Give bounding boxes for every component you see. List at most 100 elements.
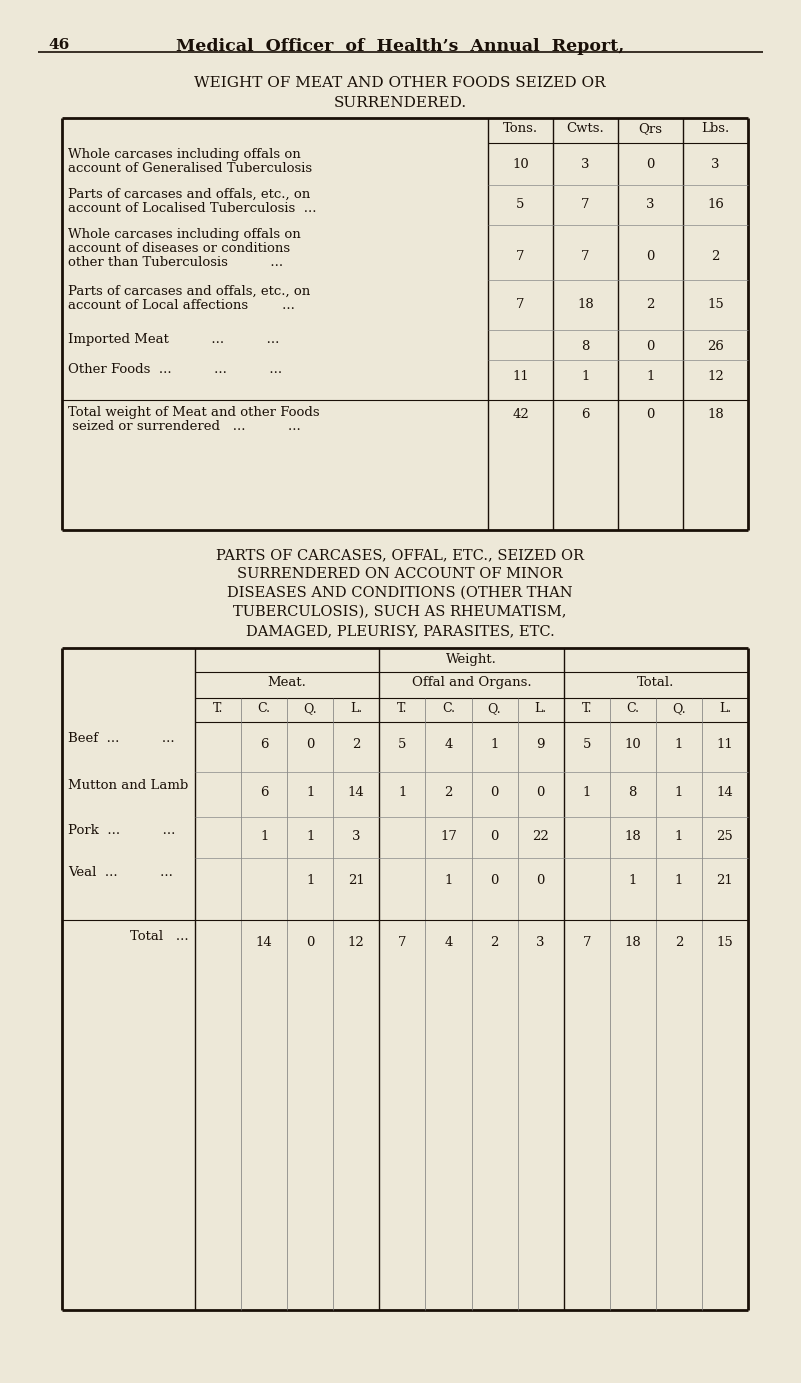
Text: 7: 7: [517, 250, 525, 264]
Text: Q.: Q.: [672, 703, 686, 715]
Text: T.: T.: [397, 703, 408, 715]
Text: L.: L.: [534, 703, 547, 715]
Text: 18: 18: [625, 935, 641, 949]
Text: 1: 1: [646, 369, 654, 383]
Text: 0: 0: [646, 158, 654, 170]
Text: 6: 6: [260, 739, 268, 751]
Text: account of diseases or conditions: account of diseases or conditions: [68, 242, 290, 254]
Text: 2: 2: [352, 739, 360, 751]
Text: 1: 1: [582, 369, 590, 383]
Text: 18: 18: [578, 299, 594, 311]
Text: account of Generalised Tuberculosis: account of Generalised Tuberculosis: [68, 162, 312, 176]
Text: 9: 9: [537, 739, 545, 751]
Text: account of Local affections        ...: account of Local affections ...: [68, 299, 295, 313]
Text: 2: 2: [711, 250, 719, 264]
Text: 0: 0: [306, 935, 315, 949]
Text: Other Foods  ...          ...          ...: Other Foods ... ... ...: [68, 362, 282, 376]
Text: account of Localised Tuberculosis  ...: account of Localised Tuberculosis ...: [68, 202, 316, 214]
Text: 1: 1: [445, 874, 453, 887]
Text: 15: 15: [707, 299, 724, 311]
Text: Cwts.: Cwts.: [566, 122, 605, 136]
Text: 3: 3: [646, 198, 654, 210]
Text: 0: 0: [646, 250, 654, 264]
Text: 26: 26: [707, 340, 724, 354]
Text: 4: 4: [445, 739, 453, 751]
Text: Total weight of Meat and other Foods: Total weight of Meat and other Foods: [68, 407, 320, 419]
Text: 0: 0: [537, 874, 545, 887]
Text: 14: 14: [256, 935, 272, 949]
Text: 46: 46: [48, 37, 69, 53]
Text: 4: 4: [445, 935, 453, 949]
Text: Weight.: Weight.: [446, 653, 497, 667]
Text: Whole carcases including offals on: Whole carcases including offals on: [68, 228, 300, 241]
Text: Lbs.: Lbs.: [702, 122, 730, 136]
Text: 1: 1: [582, 786, 591, 798]
Text: L.: L.: [718, 703, 731, 715]
Text: Imported Meat          ...          ...: Imported Meat ... ...: [68, 333, 280, 346]
Text: 15: 15: [717, 935, 734, 949]
Text: Q.: Q.: [488, 703, 501, 715]
Text: Total.: Total.: [637, 676, 674, 689]
Text: 1: 1: [398, 786, 407, 798]
Text: 0: 0: [306, 739, 315, 751]
Text: 12: 12: [707, 369, 724, 383]
Text: DAMAGED, PLEURISY, PARASITES, ETC.: DAMAGED, PLEURISY, PARASITES, ETC.: [246, 624, 554, 638]
Text: 2: 2: [490, 935, 499, 949]
Text: 22: 22: [532, 831, 549, 844]
Text: 5: 5: [517, 198, 525, 210]
Text: Beef  ...          ...: Beef ... ...: [68, 732, 175, 745]
Text: C.: C.: [626, 703, 639, 715]
Text: 11: 11: [717, 739, 734, 751]
Text: Pork  ...          ...: Pork ... ...: [68, 824, 175, 837]
Text: 0: 0: [490, 874, 499, 887]
Text: 0: 0: [490, 831, 499, 844]
Text: Offal and Organs.: Offal and Organs.: [412, 676, 531, 689]
Text: 7: 7: [398, 935, 407, 949]
Text: 7: 7: [582, 198, 590, 210]
Text: 7: 7: [582, 250, 590, 264]
Text: 1: 1: [306, 831, 315, 844]
Text: 2: 2: [445, 786, 453, 798]
Text: WEIGHT OF MEAT AND OTHER FOODS SEIZED OR: WEIGHT OF MEAT AND OTHER FOODS SEIZED OR: [194, 76, 606, 90]
Text: Tons.: Tons.: [503, 122, 538, 136]
Text: Meat.: Meat.: [268, 676, 307, 689]
Text: 14: 14: [348, 786, 364, 798]
Text: 11: 11: [512, 369, 529, 383]
Text: 1: 1: [490, 739, 499, 751]
Text: 0: 0: [490, 786, 499, 798]
Text: Mutton and Lamb: Mutton and Lamb: [68, 779, 188, 792]
Text: 21: 21: [717, 874, 734, 887]
Text: 7: 7: [582, 935, 591, 949]
Text: 1: 1: [260, 831, 268, 844]
Text: 2: 2: [674, 935, 683, 949]
Text: 1: 1: [306, 786, 315, 798]
Text: 1: 1: [674, 874, 683, 887]
Text: 1: 1: [306, 874, 315, 887]
Text: 21: 21: [348, 874, 364, 887]
Text: 10: 10: [625, 739, 641, 751]
Text: other than Tuberculosis          ...: other than Tuberculosis ...: [68, 256, 283, 270]
Text: 1: 1: [674, 739, 683, 751]
Text: PARTS OF CARCASES, OFFAL, ETC., SEIZED OR: PARTS OF CARCASES, OFFAL, ETC., SEIZED O…: [216, 548, 584, 561]
Text: 14: 14: [717, 786, 734, 798]
Text: L.: L.: [350, 703, 362, 715]
Text: C.: C.: [442, 703, 455, 715]
Text: 5: 5: [398, 739, 407, 751]
Text: 1: 1: [674, 831, 683, 844]
Text: 3: 3: [582, 158, 590, 170]
Text: Q.: Q.: [304, 703, 317, 715]
Text: T.: T.: [213, 703, 223, 715]
Text: 12: 12: [348, 935, 364, 949]
Text: 16: 16: [707, 198, 724, 210]
Text: Medical  Officer  of  Health’s  Annual  Report,: Medical Officer of Health’s Annual Repor…: [175, 37, 624, 55]
Text: 3: 3: [711, 158, 720, 170]
Text: 3: 3: [352, 831, 360, 844]
Text: SURRENDERED ON ACCOUNT OF MINOR: SURRENDERED ON ACCOUNT OF MINOR: [237, 567, 563, 581]
Text: 8: 8: [629, 786, 637, 798]
Text: SURRENDERED.: SURRENDERED.: [333, 95, 466, 111]
Text: Total   ...: Total ...: [131, 929, 189, 943]
Text: 1: 1: [674, 786, 683, 798]
Text: Whole carcases including offals on: Whole carcases including offals on: [68, 148, 300, 160]
Text: 0: 0: [646, 340, 654, 354]
Text: 0: 0: [646, 408, 654, 422]
